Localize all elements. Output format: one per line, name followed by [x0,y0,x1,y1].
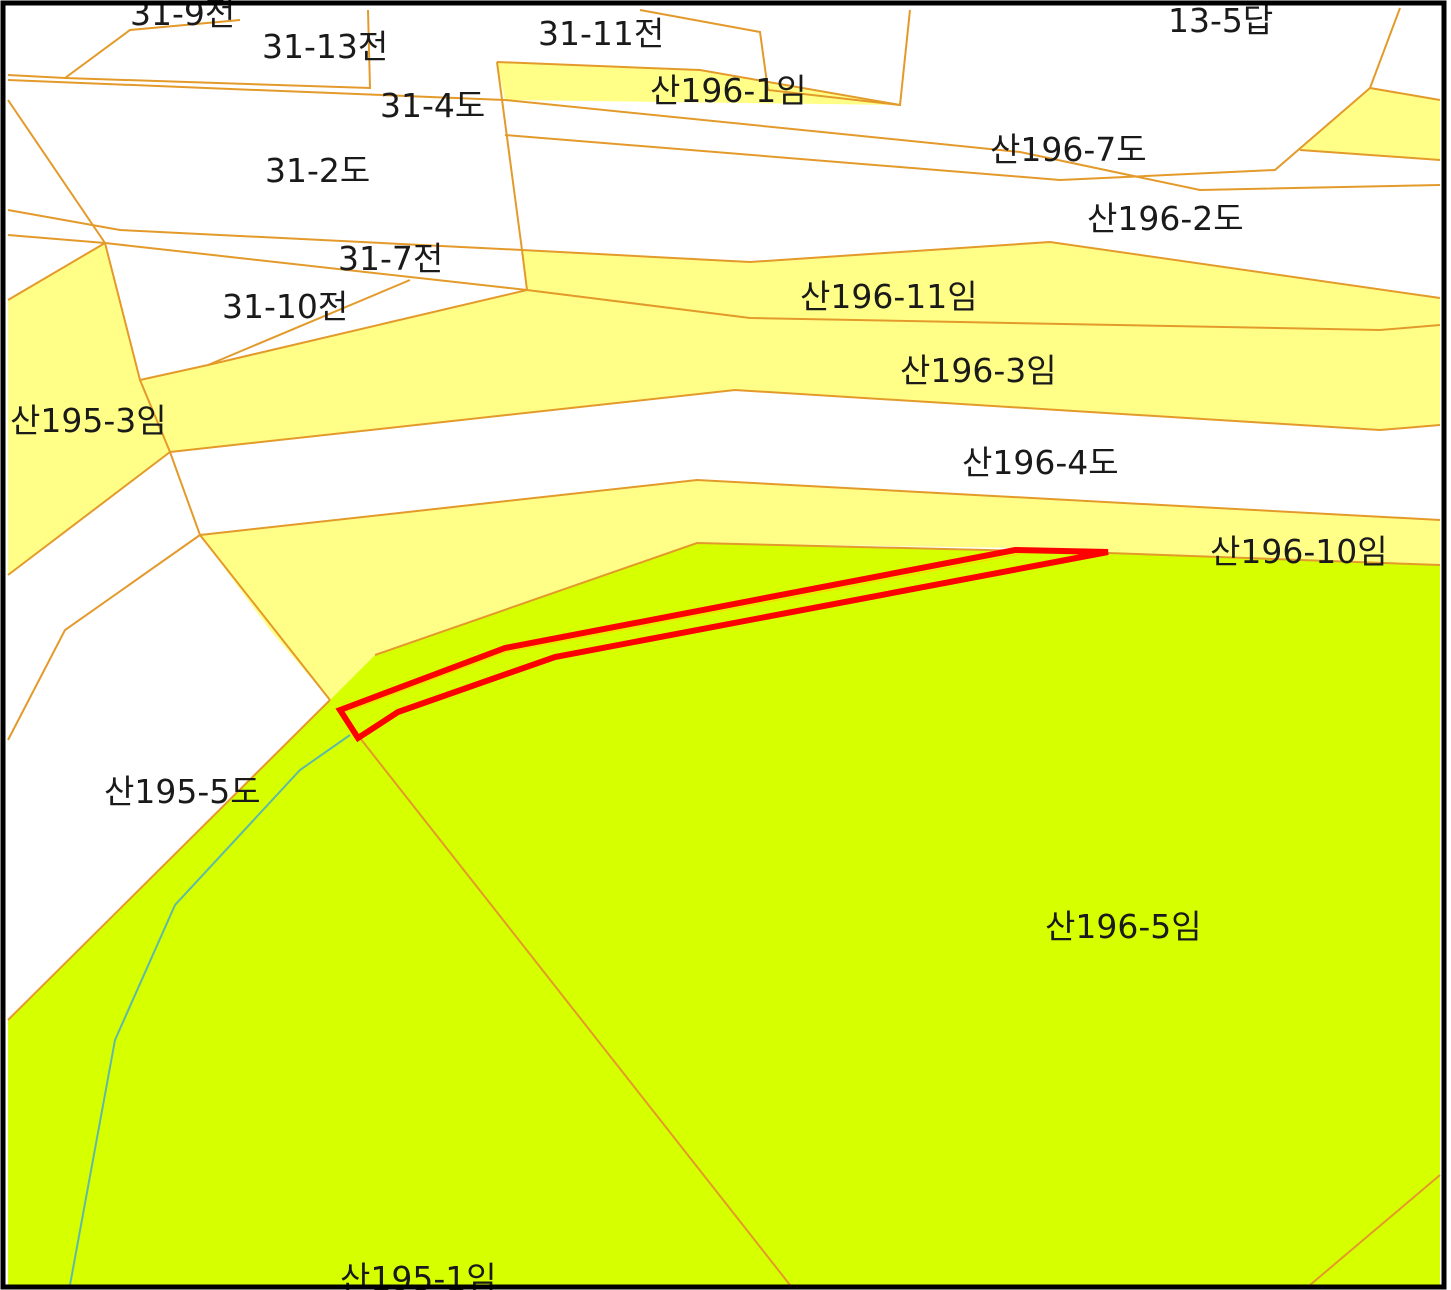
highlighted-parcel[interactable] [335,546,1109,743]
label-196-5: 산196-5임 [1045,907,1202,946]
label-31-10: 31-10전 [222,287,348,326]
label-31-4: 31-4도 [380,86,485,125]
label-13-5: 13-5답 [1168,1,1273,40]
parcel-195-3-area[interactable] [8,243,170,575]
label-196-7: 산196-7도 [990,130,1147,169]
parcel-13-5-area[interactable] [1300,88,1440,160]
label-31-11: 31-11전 [538,14,664,53]
label-196-2: 산196-2도 [1087,199,1244,238]
parcel-boundaries [7,7,1441,1286]
label-31-7: 31-7전 [338,239,443,278]
label-196-4: 산196-4도 [962,443,1119,482]
stream-line [69,734,351,1286]
label-196-10: 산196-10임 [1210,532,1388,571]
parcel-196-10-area[interactable] [200,480,1440,700]
label-195-5: 산195-5도 [104,772,261,811]
label-196-11: 산196-11임 [800,277,978,316]
label-31-13: 31-13전 [262,27,388,66]
parcel-196-3-area[interactable] [140,290,1440,452]
label-196-3: 산196-3임 [900,351,1057,390]
label-195-3: 산195-3임 [10,401,167,440]
label-31-2: 31-2도 [265,151,370,190]
parcel-196-5-area[interactable] [8,543,1440,1285]
label-196-1: 산196-1임 [650,71,807,110]
parcel-196-11-area[interactable] [522,242,1440,330]
highlighted-parcel-inner-edge [345,553,1021,713]
